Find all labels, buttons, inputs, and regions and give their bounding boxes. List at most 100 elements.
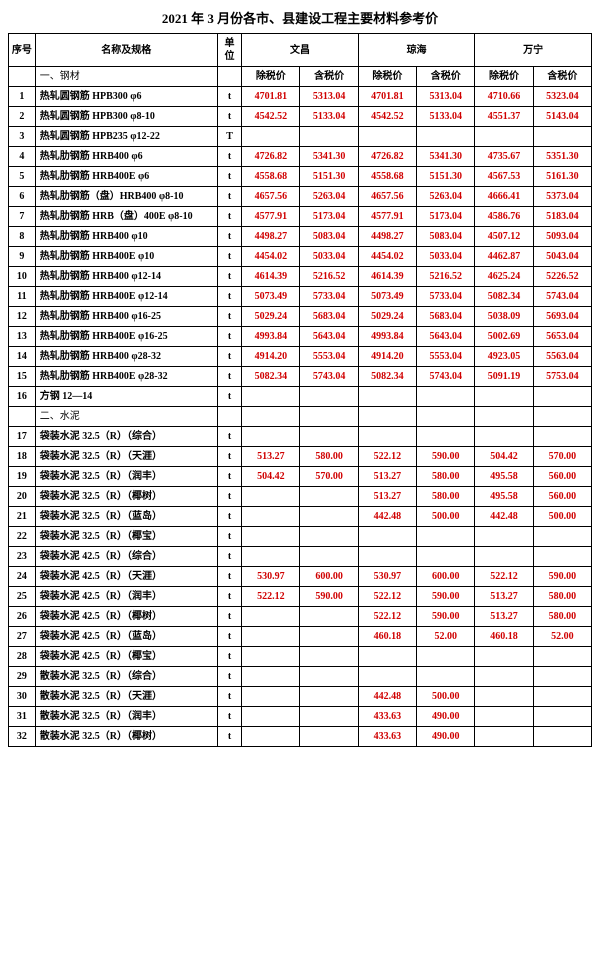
price-cell: 4701.81 (358, 87, 416, 107)
price-cell: 600.00 (300, 567, 358, 587)
price-cell (533, 527, 591, 547)
row-idx: 22 (9, 527, 36, 547)
price-cell (475, 527, 533, 547)
row-name: 热轧肋钢筋 HRB400 φ6 (35, 147, 217, 167)
row-idx: 4 (9, 147, 36, 167)
row-name: 袋装水泥 42.5（R）（椰树） (35, 607, 217, 627)
row-unit: t (217, 667, 241, 687)
price-cell: 5073.49 (242, 287, 300, 307)
price-cell (300, 127, 358, 147)
price-cell: 5073.49 (358, 287, 416, 307)
price-table: 序号 名称及规格 单位 文昌 琼海 万宁 一、钢材除税价含税价除税价含税价除税价… (8, 33, 592, 747)
row-idx: 5 (9, 167, 36, 187)
row-name: 热轧肋钢筋 HRB400E φ12-14 (35, 287, 217, 307)
price-cell: 590.00 (533, 567, 591, 587)
row-unit: t (217, 427, 241, 447)
price-cell: 5351.30 (533, 147, 591, 167)
price-cell (533, 547, 591, 567)
row-idx: 25 (9, 587, 36, 607)
price-cell (242, 127, 300, 147)
sub-header: 除税价 (358, 67, 416, 87)
price-cell: 5743.04 (300, 367, 358, 387)
price-cell: 5263.04 (300, 187, 358, 207)
row-name: 袋装水泥 42.5（R）（蓝岛） (35, 627, 217, 647)
price-cell: 5216.52 (300, 267, 358, 287)
row-unit: t (217, 587, 241, 607)
price-cell (417, 667, 475, 687)
h-idx: 序号 (9, 34, 36, 67)
row-idx: 18 (9, 447, 36, 467)
row-name: 袋装水泥 32.5（R）（椰树） (35, 487, 217, 507)
row-unit: t (217, 647, 241, 667)
price-cell (417, 387, 475, 407)
price-cell: 4507.12 (475, 227, 533, 247)
price-cell: 5653.04 (533, 327, 591, 347)
price-cell: 5733.04 (300, 287, 358, 307)
price-cell: 530.97 (242, 567, 300, 587)
price-cell (300, 487, 358, 507)
price-cell: 5553.04 (300, 347, 358, 367)
price-cell: 5093.04 (533, 227, 591, 247)
price-cell: 5563.04 (533, 347, 591, 367)
price-cell: 4558.68 (242, 167, 300, 187)
price-cell: 5643.04 (300, 327, 358, 347)
price-cell: 5029.24 (242, 307, 300, 327)
row-name: 热轧肋钢筋 HRB400 φ10 (35, 227, 217, 247)
price-cell: 4498.27 (358, 227, 416, 247)
row-name: 袋装水泥 32.5（R）（综合） (35, 427, 217, 447)
price-cell (475, 727, 533, 747)
price-cell (475, 687, 533, 707)
price-cell (533, 667, 591, 687)
price-cell: 500.00 (533, 507, 591, 527)
row-idx: 9 (9, 247, 36, 267)
price-cell: 490.00 (417, 707, 475, 727)
price-cell: 5683.04 (417, 307, 475, 327)
price-cell: 460.18 (475, 627, 533, 647)
price-cell: 5161.30 (533, 167, 591, 187)
price-cell (358, 127, 416, 147)
row-name: 热轧圆钢筋 HPB300 φ8-10 (35, 107, 217, 127)
price-cell (417, 527, 475, 547)
price-cell: 5082.34 (358, 367, 416, 387)
row-idx: 28 (9, 647, 36, 667)
row-idx: 13 (9, 327, 36, 347)
price-cell: 4993.84 (358, 327, 416, 347)
price-cell: 4577.91 (242, 207, 300, 227)
row-idx (9, 407, 36, 427)
price-cell: 4614.39 (242, 267, 300, 287)
price-cell (533, 687, 591, 707)
row-unit: t (217, 547, 241, 567)
price-cell (533, 707, 591, 727)
row-unit: t (217, 507, 241, 527)
h-city-2: 万宁 (475, 34, 592, 67)
price-cell: 490.00 (417, 727, 475, 747)
price-cell (417, 127, 475, 147)
price-cell: 560.00 (533, 487, 591, 507)
price-cell (242, 547, 300, 567)
price-cell: 460.18 (358, 627, 416, 647)
row-idx: 26 (9, 607, 36, 627)
row-unit: t (217, 487, 241, 507)
section-header: 一、钢材 (35, 67, 217, 87)
row-idx: 23 (9, 547, 36, 567)
price-cell (242, 487, 300, 507)
price-cell: 4993.84 (242, 327, 300, 347)
row-name: 散装水泥 32.5（R）（椰树） (35, 727, 217, 747)
price-cell: 5083.04 (417, 227, 475, 247)
price-cell (358, 387, 416, 407)
row-idx: 3 (9, 127, 36, 147)
price-cell: 5143.04 (533, 107, 591, 127)
price-cell (475, 127, 533, 147)
price-cell: 5043.04 (533, 247, 591, 267)
row-idx: 16 (9, 387, 36, 407)
price-cell: 522.12 (358, 587, 416, 607)
price-cell (533, 127, 591, 147)
price-cell: 5743.04 (417, 367, 475, 387)
section-header: 二、水泥 (35, 407, 217, 427)
price-cell: 590.00 (417, 587, 475, 607)
price-cell: 522.12 (475, 567, 533, 587)
price-cell: 5151.30 (300, 167, 358, 187)
price-cell: 590.00 (300, 587, 358, 607)
page-title: 2021 年 3 月份各市、县建设工程主要材料参考价 (8, 8, 592, 27)
row-unit: t (217, 307, 241, 327)
